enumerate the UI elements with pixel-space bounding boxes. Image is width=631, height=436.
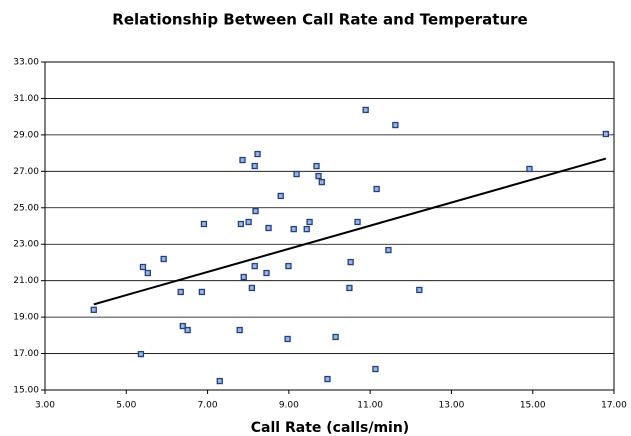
y-tick-label: 15.00: [13, 386, 39, 396]
point: [372, 365, 379, 373]
point: [160, 255, 167, 263]
x-tick-label: 13.00: [439, 401, 465, 411]
point: [179, 322, 186, 330]
point: [252, 207, 259, 215]
point: [144, 269, 151, 277]
point: [318, 178, 325, 186]
point: [315, 172, 322, 180]
plot-border: [44, 61, 615, 391]
point: [324, 375, 331, 383]
y-tick-label: 25.00: [13, 203, 39, 213]
point: [263, 269, 270, 277]
x-tick-label: 7.00: [198, 401, 218, 411]
point: [237, 220, 245, 228]
point: [303, 225, 310, 233]
point: [416, 286, 423, 294]
y-tick-label: 23.00: [13, 240, 39, 250]
x-tick-label: 11.00: [357, 401, 383, 411]
point: [251, 162, 258, 170]
point: [306, 218, 313, 226]
point: [347, 258, 354, 266]
point: [198, 288, 206, 296]
point: [90, 306, 97, 313]
point: [332, 333, 339, 341]
point: [139, 263, 147, 271]
point: [285, 262, 292, 270]
point: [362, 106, 369, 114]
point: [293, 170, 300, 178]
point: [236, 326, 243, 334]
point: [290, 225, 297, 233]
x-tick-label: 17.00: [601, 401, 627, 411]
x-tick-label: 9.00: [279, 401, 299, 411]
trendline: [93, 157, 607, 306]
point: [216, 377, 223, 385]
point: [277, 192, 284, 200]
y-tick-label: 29.00: [13, 130, 39, 140]
chart-title: Relationship Between Call Rate and Tempe…: [112, 11, 527, 29]
point: [177, 288, 184, 296]
x-axis-title: Call Rate (calls/min): [251, 420, 409, 436]
y-tick-label: 27.00: [13, 167, 39, 177]
point: [392, 121, 399, 129]
point: [245, 218, 252, 226]
point: [240, 273, 247, 281]
point: [346, 284, 353, 292]
x-tick-label: 15.00: [520, 401, 546, 411]
point: [254, 150, 261, 158]
point: [602, 130, 610, 138]
point: [137, 350, 145, 358]
x-tick-label: 3.00: [35, 401, 55, 411]
point: [248, 284, 256, 292]
point: [200, 220, 208, 228]
point: [251, 262, 258, 270]
point: [354, 218, 361, 226]
point: [373, 185, 380, 193]
point: [239, 156, 246, 164]
point: [265, 224, 272, 232]
y-tick-label: 17.00: [13, 349, 39, 359]
point: [284, 335, 291, 343]
point: [313, 162, 320, 170]
y-tick-label: 21.00: [13, 276, 39, 286]
y-tick-label: 31.00: [13, 94, 39, 104]
x-tick-label: 5.00: [116, 401, 136, 411]
point: [526, 165, 533, 173]
y-tick-label: 19.00: [13, 313, 39, 323]
point: [385, 246, 392, 254]
point: [184, 326, 191, 334]
y-tick-label: 33.00: [13, 58, 39, 68]
